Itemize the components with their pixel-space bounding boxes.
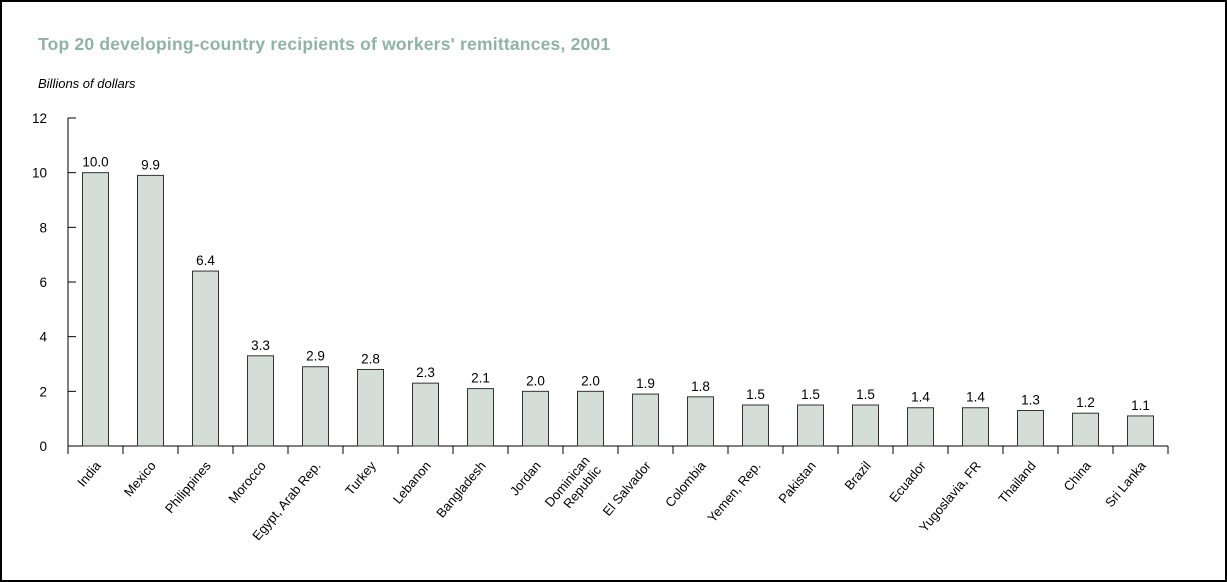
bar: [138, 175, 164, 446]
bar: [193, 271, 219, 446]
x-category-label: Lebanon: [390, 458, 434, 506]
bar: [303, 367, 329, 446]
x-category-label: DominicanRepublic: [542, 453, 605, 520]
bar: [83, 173, 109, 446]
y-tick-label: 10: [32, 166, 47, 181]
x-category-label: Morocco: [225, 458, 269, 506]
bar-value-label: 2.9: [306, 349, 325, 364]
x-category-label: India: [74, 458, 104, 490]
bar-value-label: 1.1: [1131, 398, 1150, 413]
bar: [963, 408, 989, 446]
bar-value-label: 10.0: [82, 155, 108, 170]
x-category-label: Ecuador: [886, 458, 929, 505]
bar-value-label: 1.4: [966, 390, 985, 405]
bar-value-label: 2.3: [416, 365, 435, 380]
bar-value-label: 9.9: [141, 157, 160, 172]
bar: [798, 405, 824, 446]
x-category-label: Sri Lanka: [1102, 458, 1149, 510]
bar: [743, 405, 769, 446]
bar: [578, 391, 604, 446]
y-tick-label: 0: [39, 439, 47, 454]
bar: [413, 383, 439, 446]
bar-value-label: 1.3: [1021, 392, 1040, 407]
bar: [688, 397, 714, 446]
x-category-label: Pakistan: [775, 458, 819, 506]
y-tick-label: 6: [39, 275, 47, 290]
bar-value-label: 1.9: [636, 376, 655, 391]
x-category-label: China: [1060, 458, 1094, 494]
bar: [1073, 413, 1099, 446]
y-tick-label: 4: [39, 330, 47, 345]
bar: [358, 369, 384, 446]
bar-value-label: 2.1: [471, 371, 490, 386]
bar-value-label: 2.0: [581, 373, 600, 388]
y-tick-label: 12: [32, 111, 47, 126]
x-category-label: Mexico: [121, 458, 159, 499]
bar-value-label: 6.4: [196, 253, 215, 268]
bar: [908, 408, 934, 446]
bar: [853, 405, 879, 446]
bar: [248, 356, 274, 446]
x-category-label: Turkey: [342, 458, 379, 498]
bar-value-label: 1.4: [911, 390, 930, 405]
bar-value-label: 1.2: [1076, 395, 1095, 410]
x-category-label: Colombia: [662, 458, 709, 510]
bar-value-label: 1.5: [801, 387, 820, 402]
x-category-label: El Salvador: [600, 458, 655, 519]
bar-value-label: 2.0: [526, 373, 545, 388]
bar-value-label: 1.5: [746, 387, 765, 402]
bar-value-label: 2.8: [361, 351, 380, 366]
x-category-label: Philippines: [162, 458, 214, 516]
x-category-label: Jordan: [507, 458, 544, 498]
bar: [1018, 410, 1044, 446]
bar: [633, 394, 659, 446]
x-category-label: Yemen, Rep.: [704, 458, 763, 525]
x-category-label: Thailand: [995, 458, 1039, 506]
x-category-label: Bangladesh: [433, 458, 489, 520]
bar-value-label: 3.3: [251, 338, 270, 353]
bar: [1128, 416, 1154, 446]
bar: [468, 389, 494, 446]
y-tick-label: 8: [39, 220, 47, 235]
x-category-label: Brazil: [841, 458, 873, 493]
bar-value-label: 1.5: [856, 387, 875, 402]
y-tick-label: 2: [39, 384, 47, 399]
bar: [523, 391, 549, 446]
bar-value-label: 1.8: [691, 379, 710, 394]
